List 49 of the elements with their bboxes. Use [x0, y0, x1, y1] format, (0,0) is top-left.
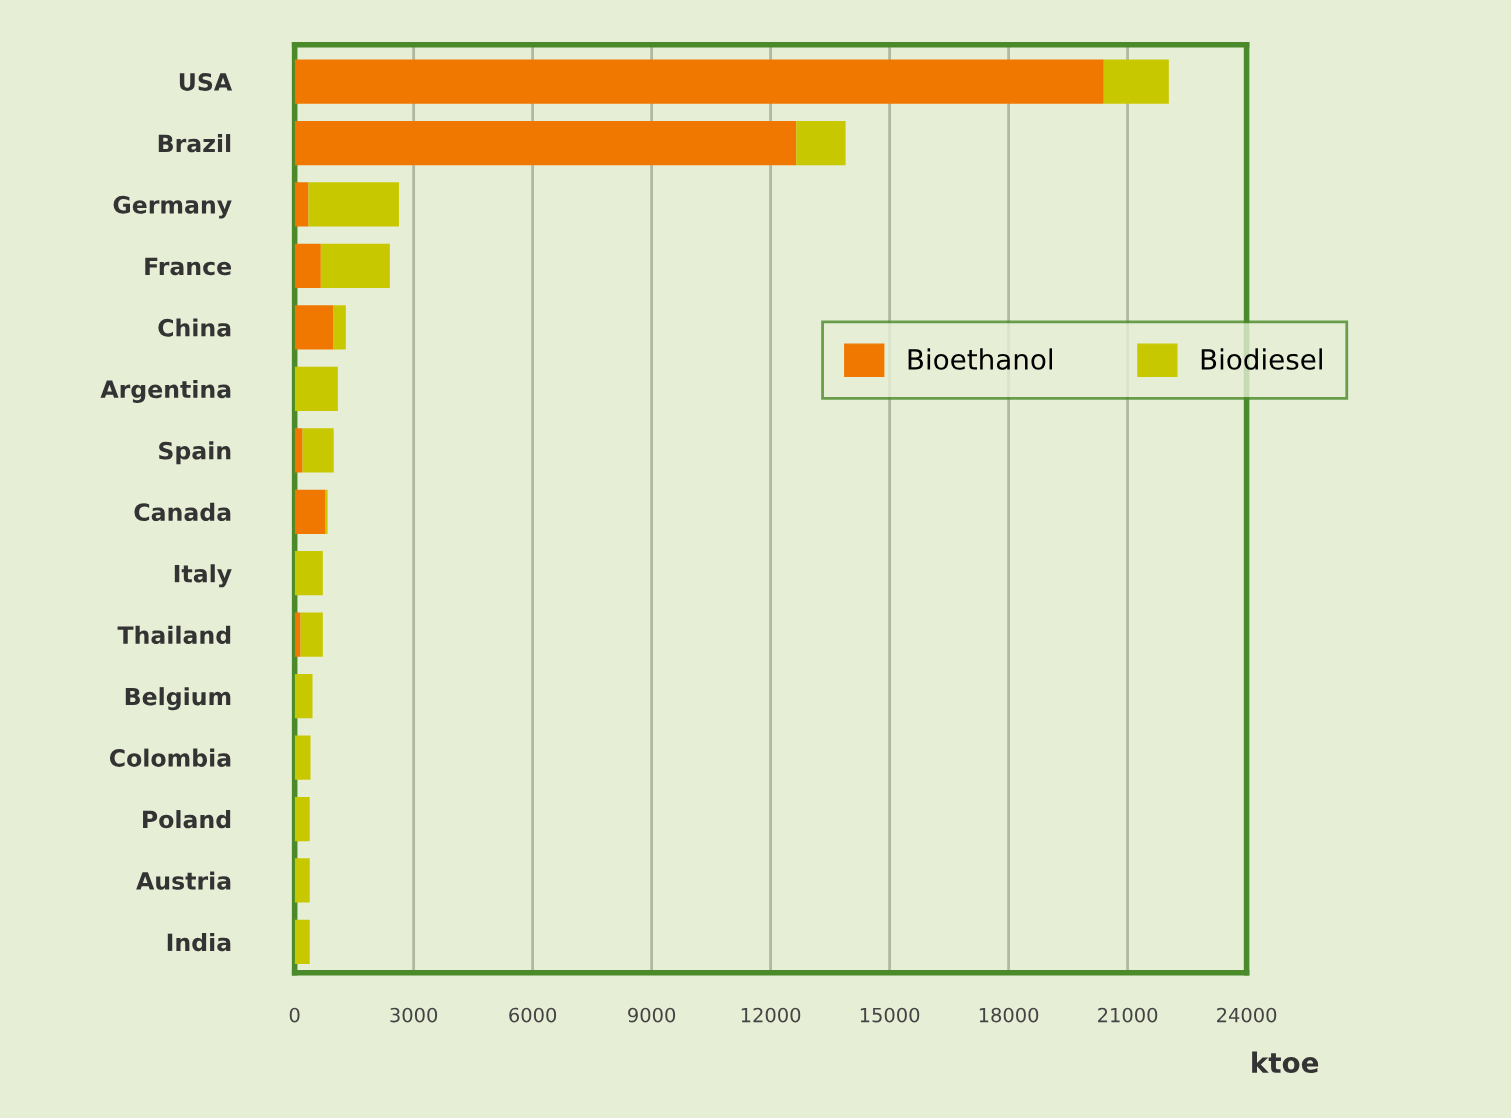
- x-axis-title: ktoe: [1252, 1051, 1319, 1074]
- y-tick-label: USA: [179, 73, 233, 91]
- bar: [294, 305, 334, 350]
- bar: [320, 243, 390, 289]
- bar: [294, 919, 310, 965]
- y-tick-label: Italy: [174, 564, 232, 588]
- y-tick-label: China: [158, 318, 231, 337]
- bar: [294, 120, 797, 166]
- bar: [294, 489, 326, 534]
- bar: [294, 59, 1104, 104]
- bar: [796, 120, 846, 166]
- y-tick-label: France: [145, 257, 231, 276]
- y-tick-label: Spain: [159, 441, 231, 465]
- y-tick-label: Brazil: [158, 134, 231, 153]
- bar: [294, 674, 313, 719]
- x-tick-label: 6000: [509, 1007, 557, 1023]
- y-tick-label: Thailand: [117, 625, 231, 644]
- bar: [294, 182, 309, 227]
- bar: [294, 735, 311, 780]
- x-tick-label: 0: [289, 1007, 300, 1023]
- x-tick-label: 3000: [390, 1007, 438, 1023]
- bar: [294, 551, 323, 596]
- x-tick-label: 15000: [860, 1007, 920, 1023]
- bar: [308, 182, 399, 227]
- y-tick-label: Austria: [136, 871, 231, 890]
- y-tick-label: India: [167, 932, 231, 952]
- y-tick-label: Colombia: [109, 748, 231, 767]
- bar: [294, 428, 303, 473]
- x-tick-label: 9000: [628, 1007, 676, 1023]
- bar: [294, 858, 310, 903]
- legend-label: Biodiesel: [1201, 348, 1322, 370]
- y-tick-label: Germany: [113, 195, 232, 219]
- legend-label: Bioethanol: [908, 348, 1052, 370]
- y-tick-label: Poland: [143, 810, 231, 829]
- bar: [333, 305, 346, 350]
- x-tick-label: 24000: [1217, 1007, 1277, 1023]
- bar: [1103, 59, 1169, 104]
- y-tick-label: Argentina: [100, 379, 231, 403]
- bar: [294, 612, 301, 657]
- y-tick-label: Canada: [134, 502, 231, 522]
- bar: [294, 796, 310, 842]
- bar: [302, 428, 334, 473]
- y-tick-label: Belgium: [125, 687, 231, 711]
- bar: [294, 243, 321, 289]
- x-tick-label: 12000: [741, 1007, 801, 1023]
- bar: [294, 366, 338, 411]
- bar: [300, 612, 323, 657]
- x-tick-label: 18000: [979, 1007, 1039, 1023]
- x-tick-label: 21000: [1098, 1007, 1158, 1023]
